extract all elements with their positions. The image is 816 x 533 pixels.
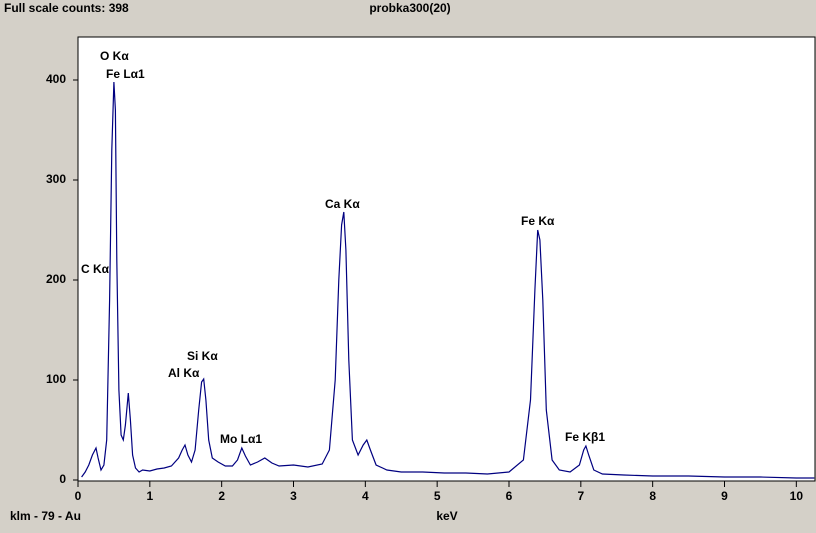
x-tick-label: 5 [434,489,441,503]
x-tick-label: 2 [218,489,225,503]
x-tick-label: 3 [290,489,297,503]
peak-label: O Kα [100,49,129,63]
peak-label: Si Kα [187,349,218,363]
peak-label: Fe Kβ1 [565,430,605,444]
x-tick-label: 10 [790,489,804,503]
x-tick-label: 0 [75,489,82,503]
peak-label: Mo Lα1 [220,432,262,446]
y-tick-label: 200 [46,272,66,286]
x-tick-label: 8 [649,489,656,503]
y-tick-label: 300 [46,172,66,186]
chart-title: probka300(20) [369,1,450,15]
x-tick-label: 7 [577,489,584,503]
spectrum-line [81,81,815,479]
x-tick-label: 6 [506,489,513,503]
peak-label: Fe Kα [521,214,555,228]
y-tick-label: 400 [46,72,66,86]
footer: klm - 79 - Au [10,509,81,523]
y-tick-label: 100 [46,372,66,386]
y-tick-label: 0 [59,472,66,486]
peak-label: Al Kα [168,366,200,380]
x-axis-label: keV [436,509,457,523]
peak-label: Ca Kα [325,197,360,211]
peak-label: Fe Lα1 [106,67,145,81]
x-tick-label: 1 [146,489,153,503]
x-tick-label: 9 [721,489,728,503]
x-tick-label: 4 [362,489,369,503]
peak-label: C Kα [81,262,110,276]
plot-area [77,36,816,482]
full-scale-label: Full scale counts: 398 [4,1,129,15]
